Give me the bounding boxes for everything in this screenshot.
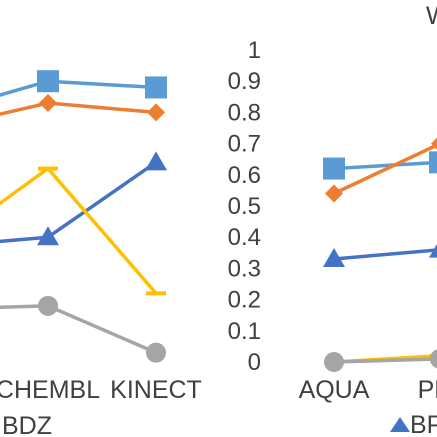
right-series-5-line (333, 357, 437, 364)
right-series-3-line (333, 248, 437, 261)
left-series-2-point-2 (39, 94, 57, 113)
right-series-5-point-2 (430, 349, 437, 369)
left-series-3-point-2 (37, 226, 59, 246)
left-series-2-point-3 (147, 103, 165, 122)
right-category-label: AQUA (299, 376, 370, 404)
right-chart-panel: AQUA PH (299, 137, 437, 404)
y-tick-label: 0.5 (228, 193, 261, 220)
y-tick-label: 0.1 (228, 318, 261, 345)
left-series-4-line (0, 166, 158, 295)
left-series-4-point-2 (38, 166, 58, 171)
left-series-1-point-3 (145, 76, 167, 99)
y-tick-label: 1 (248, 37, 261, 64)
right-series-2-point-2 (431, 137, 437, 150)
y-tick-label: 0 (248, 349, 261, 376)
left-group-label-fragment: BDZ (2, 412, 52, 437)
left-series-3-point-3 (145, 151, 167, 171)
right-series-1-point-2 (429, 151, 437, 174)
y-tick-label: 0.4 (228, 224, 261, 251)
right-series-3-point-1 (323, 248, 345, 268)
right-series-1-line (333, 160, 437, 171)
left-chart-panel: CHEMBL KINECT (0, 70, 202, 404)
left-category-label: CHEMBL (0, 376, 100, 404)
y-tick-label: 0.2 (228, 287, 261, 314)
legend-triangle-marker (390, 417, 410, 432)
y-tick-label: 0.8 (228, 99, 261, 126)
right-series-3-point-2 (429, 243, 437, 258)
left-series-2-line (0, 101, 157, 116)
left-series-5-line (0, 304, 157, 355)
y-tick-label: 0.7 (228, 131, 261, 158)
right-series-5-point-1 (324, 352, 344, 372)
y-tick-label: 0.6 (228, 162, 261, 189)
right-series-2-point-1 (325, 184, 343, 203)
left-series-5-point-3 (146, 342, 166, 363)
legend-label-fragment: BP (410, 411, 437, 437)
right-chart-title-fragment: W (426, 2, 437, 30)
left-series-4-point-3 (146, 291, 166, 296)
right-category-label: PH (418, 376, 437, 404)
left-series-5-point-2 (38, 295, 58, 316)
right-series-2-line (333, 143, 437, 196)
left-series-1-point-2 (37, 70, 59, 93)
legend-entry-fragment: BP (390, 411, 437, 437)
y-tick-label: 0.3 (228, 255, 261, 282)
y-axis-tick-labels: 0 0.1 0.2 0.3 0.4 0.5 0.6 0.7 0.8 0.9 1 (228, 37, 261, 376)
left-category-label: KINECT (110, 376, 202, 404)
y-tick-label: 0.9 (228, 68, 261, 95)
right-series-1-point-1 (323, 157, 345, 180)
